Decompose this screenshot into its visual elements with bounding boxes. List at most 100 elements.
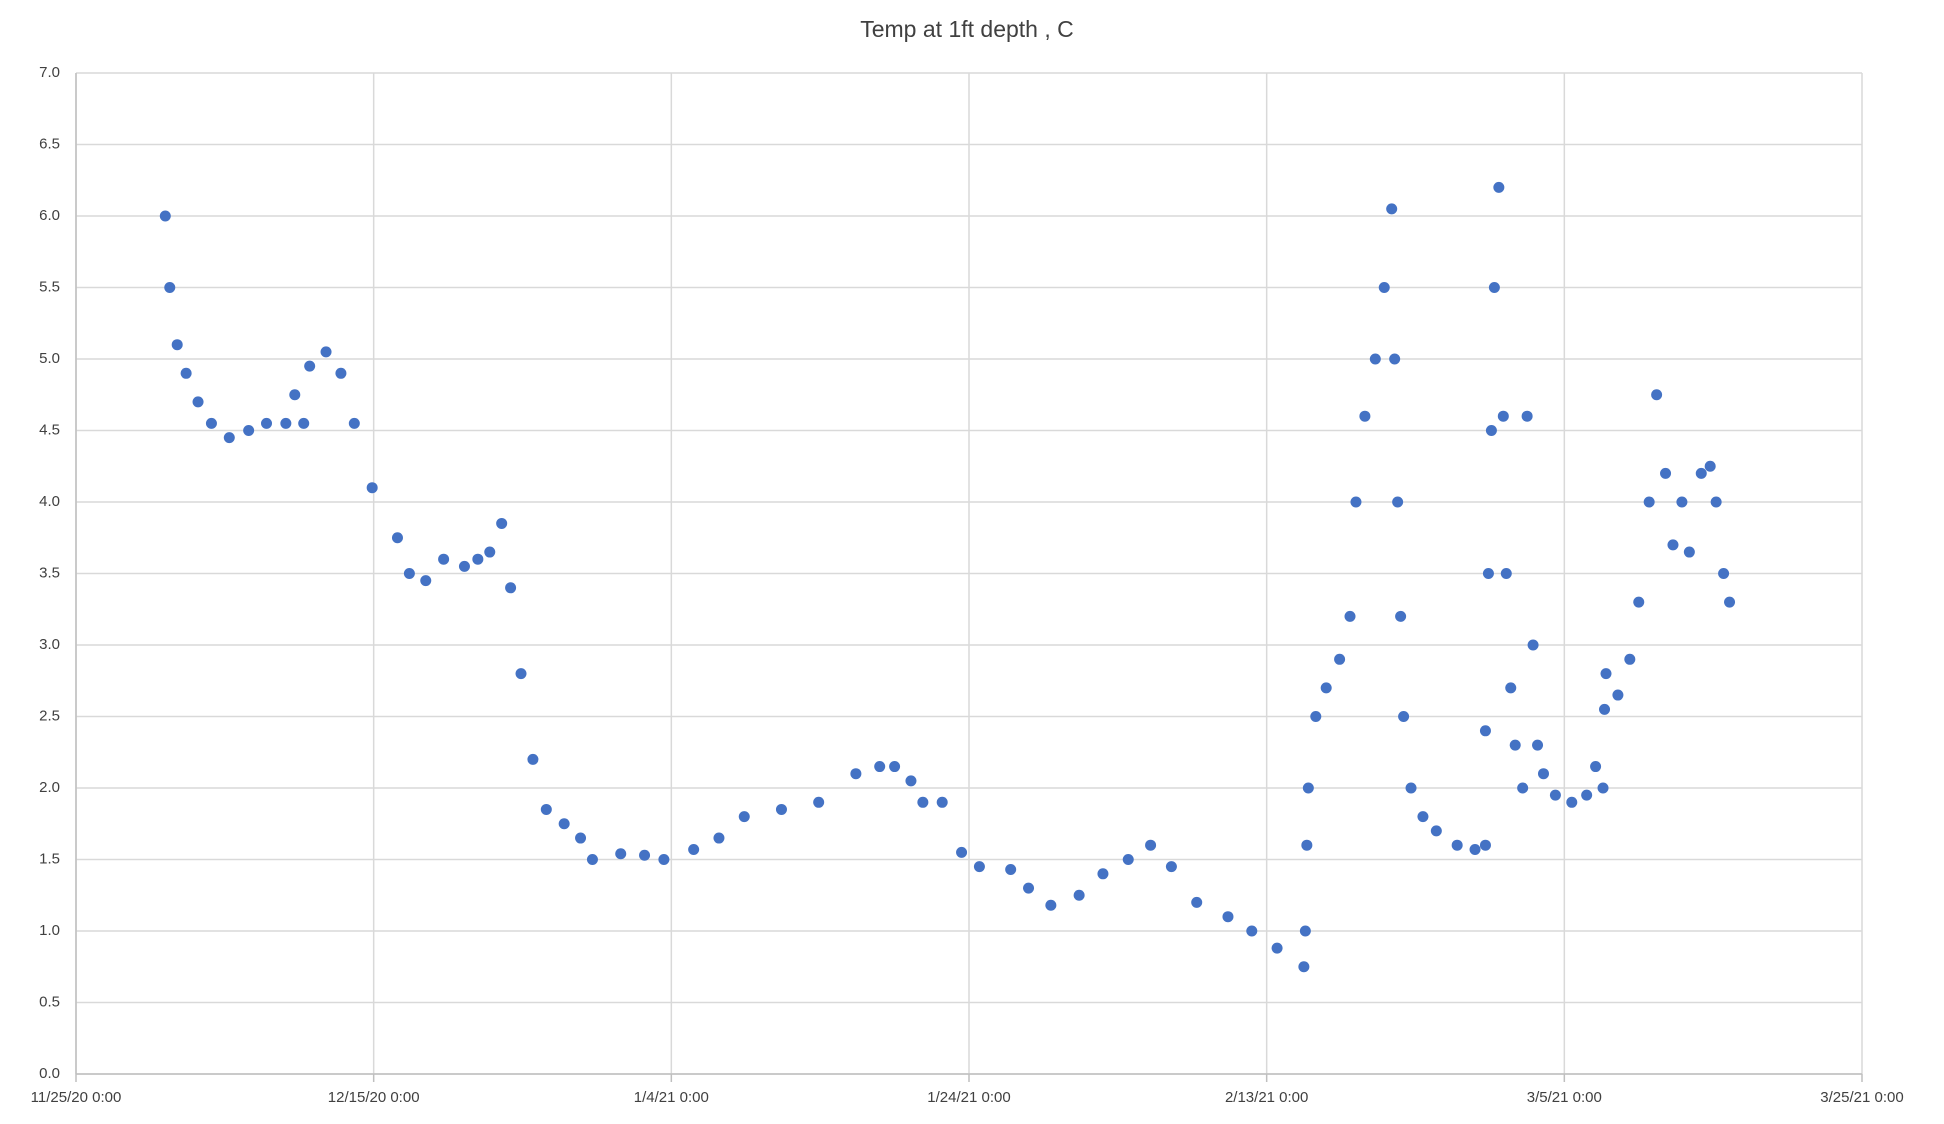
point xyxy=(261,417,273,429)
point xyxy=(1417,811,1429,823)
point xyxy=(1271,942,1283,954)
y-tick-label: 5.5 xyxy=(39,278,60,295)
point xyxy=(1493,181,1505,193)
point xyxy=(1045,899,1057,911)
point xyxy=(850,768,862,780)
point xyxy=(1073,889,1085,901)
point xyxy=(1222,911,1234,923)
point xyxy=(280,417,292,429)
y-tick-label: 4.5 xyxy=(39,421,60,438)
y-tick-label: 1.5 xyxy=(39,850,60,867)
point xyxy=(1344,610,1356,622)
point xyxy=(159,210,171,222)
point xyxy=(1581,789,1593,801)
point xyxy=(298,417,310,429)
point xyxy=(1334,653,1346,665)
point xyxy=(1482,568,1494,579)
point xyxy=(1509,739,1521,751)
point xyxy=(1359,410,1371,422)
point xyxy=(917,796,929,808)
point xyxy=(813,796,825,808)
point xyxy=(1302,782,1314,794)
point xyxy=(889,761,901,773)
point xyxy=(1599,703,1611,715)
point xyxy=(1395,610,1407,622)
point xyxy=(1246,925,1258,937)
y-tick-label: 5.0 xyxy=(39,350,60,367)
point xyxy=(905,775,917,787)
point xyxy=(496,517,508,529)
point xyxy=(1298,961,1310,973)
point xyxy=(1710,496,1722,508)
point xyxy=(1386,203,1398,215)
y-tick-label: 1.0 xyxy=(39,922,60,939)
point xyxy=(1301,839,1313,851)
y-tick-label: 0.5 xyxy=(39,993,60,1010)
point xyxy=(1660,467,1672,479)
point xyxy=(1718,568,1730,579)
point xyxy=(348,417,360,429)
y-tick-label: 2.0 xyxy=(39,779,60,796)
x-tick-label: 12/15/20 0:00 xyxy=(328,1089,420,1106)
point xyxy=(639,849,651,861)
point xyxy=(1497,410,1509,422)
point xyxy=(1378,282,1390,293)
point xyxy=(243,425,255,436)
point xyxy=(1485,425,1497,436)
point xyxy=(1451,839,1463,851)
point xyxy=(391,532,403,544)
point xyxy=(1566,796,1578,808)
x-tick-label: 2/13/21 0:00 xyxy=(1225,1089,1308,1106)
point xyxy=(223,432,235,444)
point xyxy=(1505,682,1517,694)
point xyxy=(1122,854,1134,865)
point xyxy=(1724,596,1736,608)
point xyxy=(1350,496,1362,508)
point xyxy=(1651,389,1663,401)
point xyxy=(458,560,470,572)
point xyxy=(320,346,332,358)
point xyxy=(527,753,539,765)
point xyxy=(956,846,968,858)
point xyxy=(936,796,948,808)
point xyxy=(575,832,587,844)
point xyxy=(335,367,347,379)
point xyxy=(1537,768,1549,780)
point xyxy=(1667,539,1679,551)
point xyxy=(1430,825,1442,837)
x-tick-label: 1/24/21 0:00 xyxy=(927,1089,1010,1106)
y-tick-label: 6.0 xyxy=(39,207,60,224)
point xyxy=(1405,782,1417,794)
point xyxy=(1191,896,1203,908)
point xyxy=(1527,639,1539,651)
y-tick-label: 2.5 xyxy=(39,707,60,724)
y-tick-label: 3.5 xyxy=(39,564,60,581)
point xyxy=(366,482,378,494)
point xyxy=(1398,711,1410,722)
point xyxy=(1624,653,1636,665)
point xyxy=(688,843,700,855)
point xyxy=(1600,668,1612,680)
x-tick-label: 1/4/21 0:00 xyxy=(634,1089,709,1106)
point xyxy=(615,848,627,860)
point xyxy=(1683,546,1695,558)
point xyxy=(472,553,484,565)
point xyxy=(874,761,886,773)
x-tick-label: 11/25/20 0:00 xyxy=(31,1089,122,1106)
point xyxy=(1097,868,1109,880)
point xyxy=(1612,689,1624,701)
point xyxy=(484,546,496,558)
point xyxy=(1521,410,1533,422)
point xyxy=(558,818,570,830)
point xyxy=(438,553,450,565)
point xyxy=(540,803,552,815)
point xyxy=(164,282,176,293)
point xyxy=(1165,861,1177,873)
y-tick-label: 7.0 xyxy=(39,64,60,81)
point xyxy=(1392,496,1404,508)
point xyxy=(586,854,598,865)
point xyxy=(713,832,725,844)
point xyxy=(1320,682,1332,694)
